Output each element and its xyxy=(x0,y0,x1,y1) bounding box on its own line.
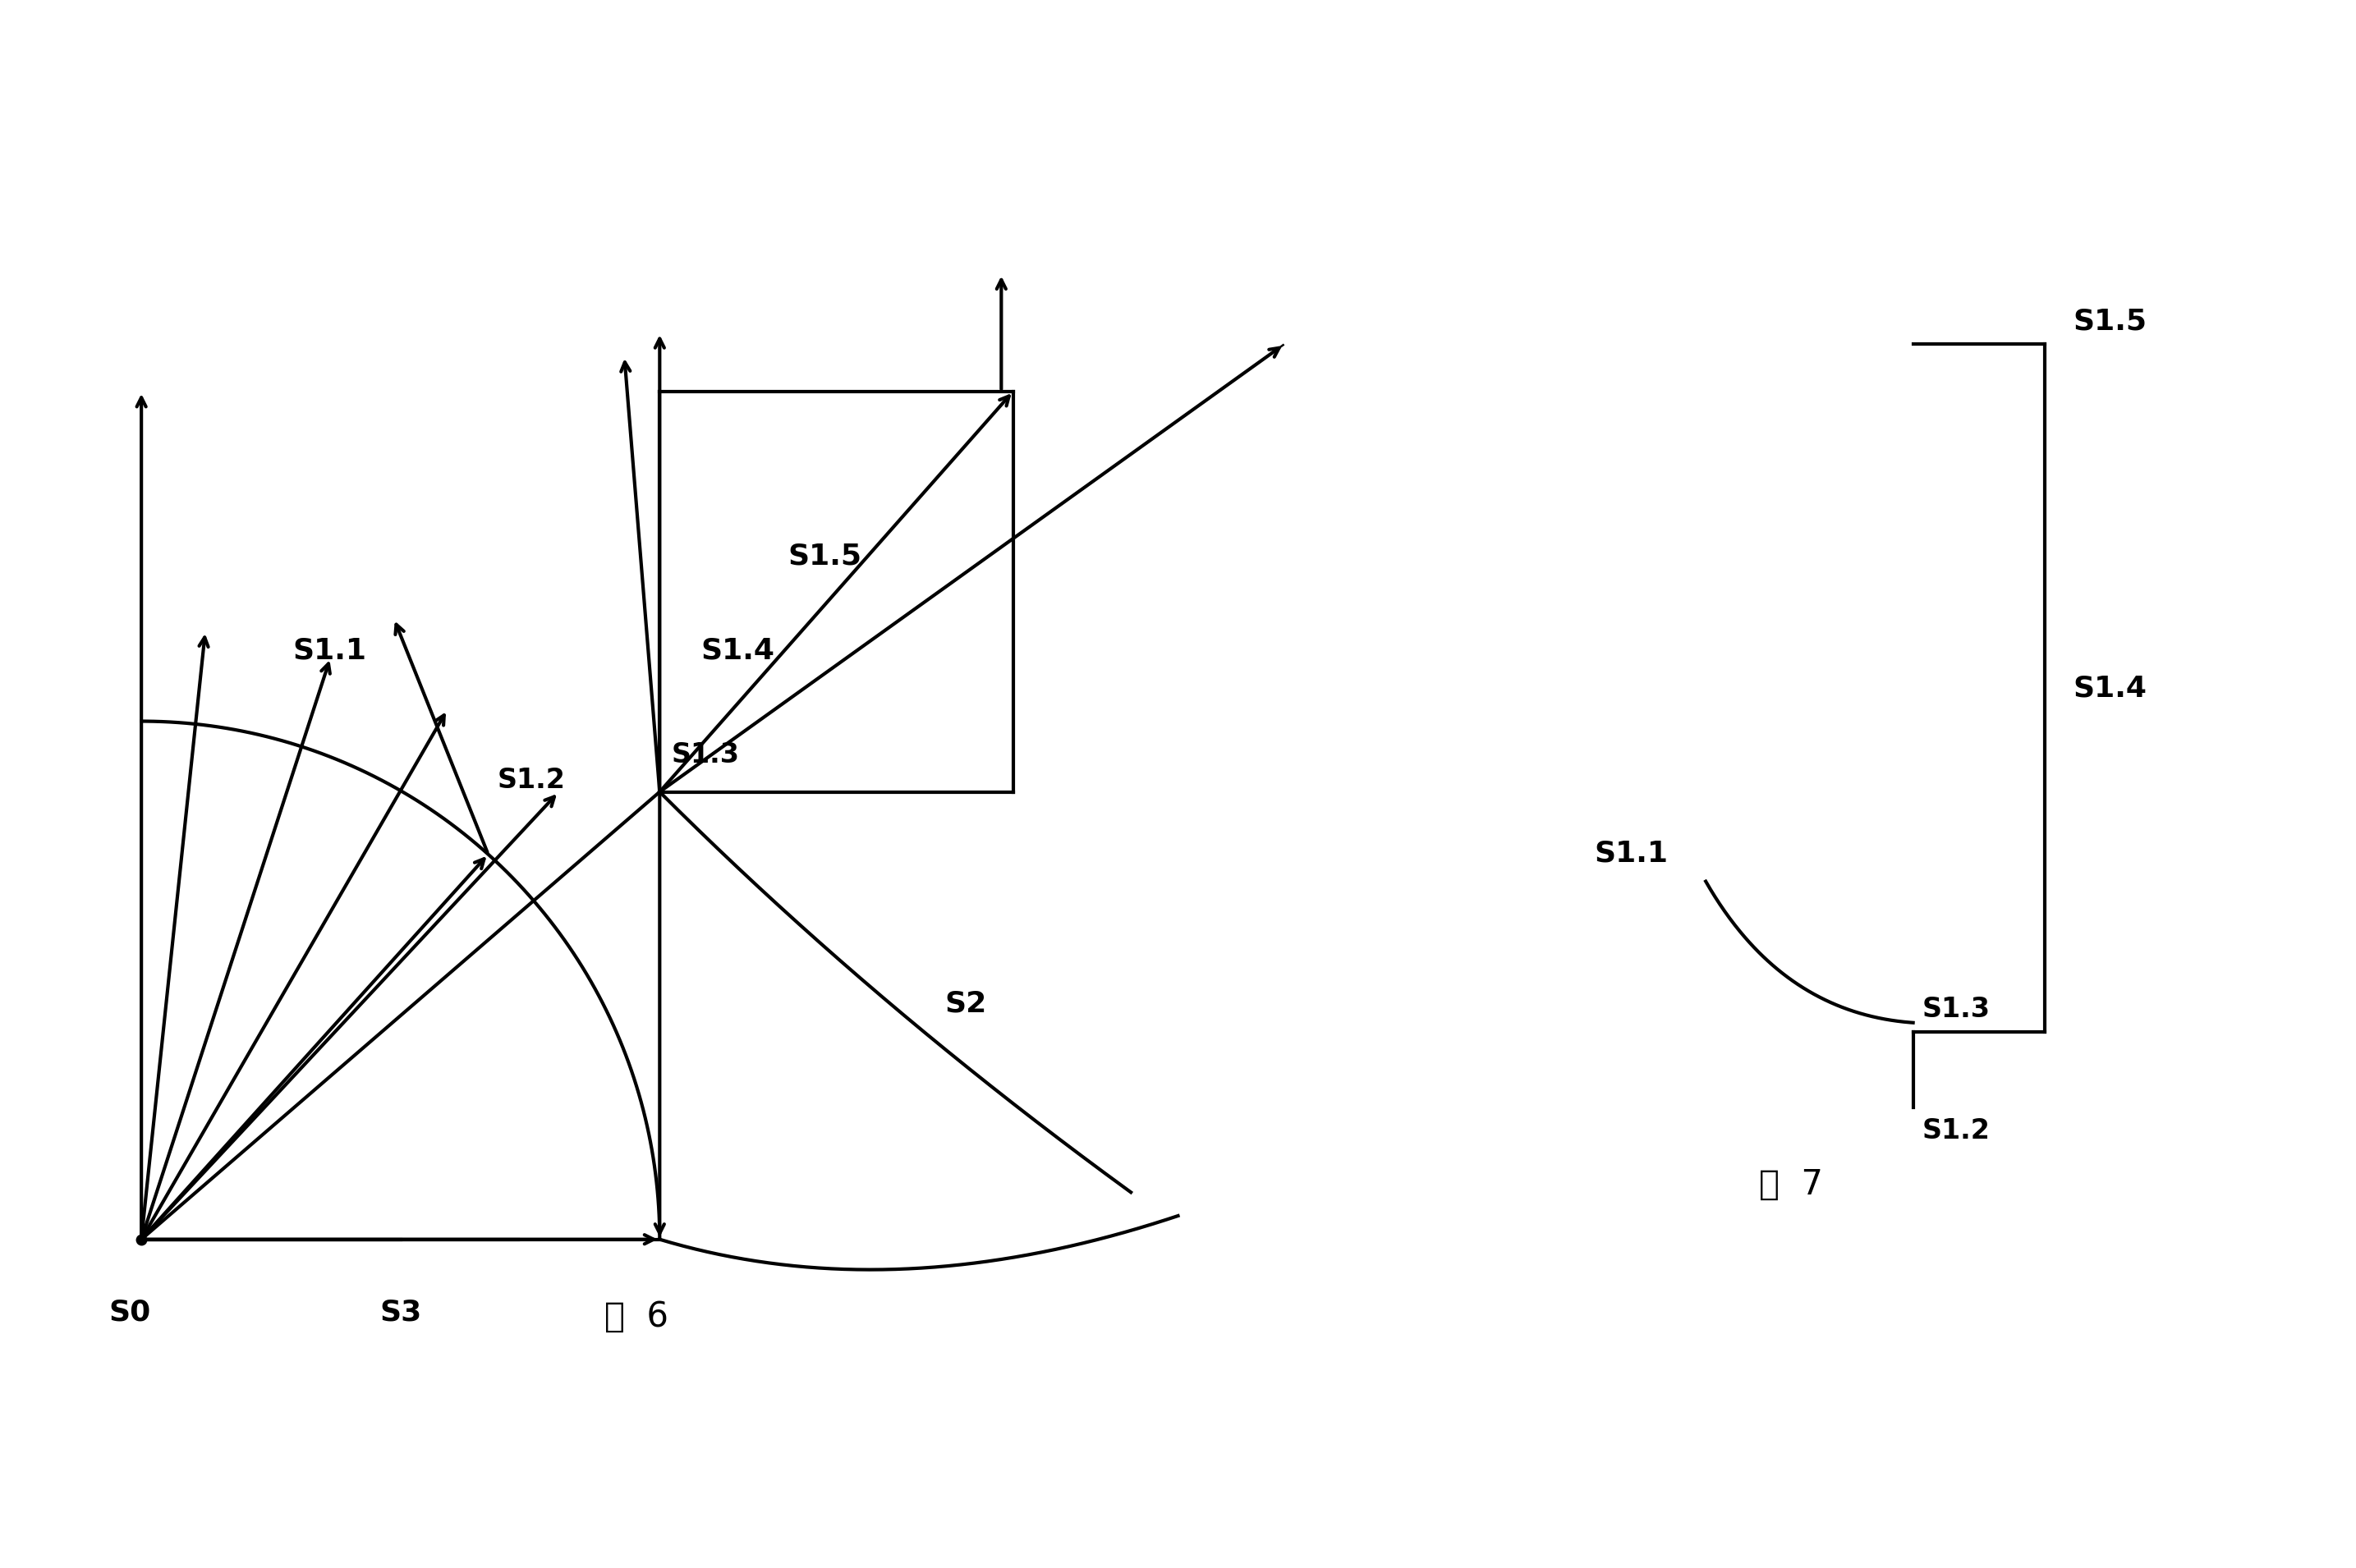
Text: S0: S0 xyxy=(108,1298,151,1327)
Text: S2: S2 xyxy=(945,989,987,1018)
Text: S1.1: S1.1 xyxy=(1595,839,1668,867)
Text: S3: S3 xyxy=(379,1298,422,1327)
Text: 图  7: 图 7 xyxy=(1758,1167,1824,1201)
Text: S1.3: S1.3 xyxy=(671,742,740,768)
Text: S1.5: S1.5 xyxy=(2073,307,2146,336)
Text: S1.1: S1.1 xyxy=(292,637,368,665)
Text: S1.2: S1.2 xyxy=(1922,1116,1991,1145)
Text: S1.5: S1.5 xyxy=(787,543,862,571)
Text: S1.4: S1.4 xyxy=(702,637,775,665)
Text: S1.4: S1.4 xyxy=(2073,674,2146,702)
Text: S1.2: S1.2 xyxy=(497,767,565,793)
Text: S1.3: S1.3 xyxy=(1922,996,1991,1022)
Text: 图  6: 图 6 xyxy=(603,1300,669,1334)
